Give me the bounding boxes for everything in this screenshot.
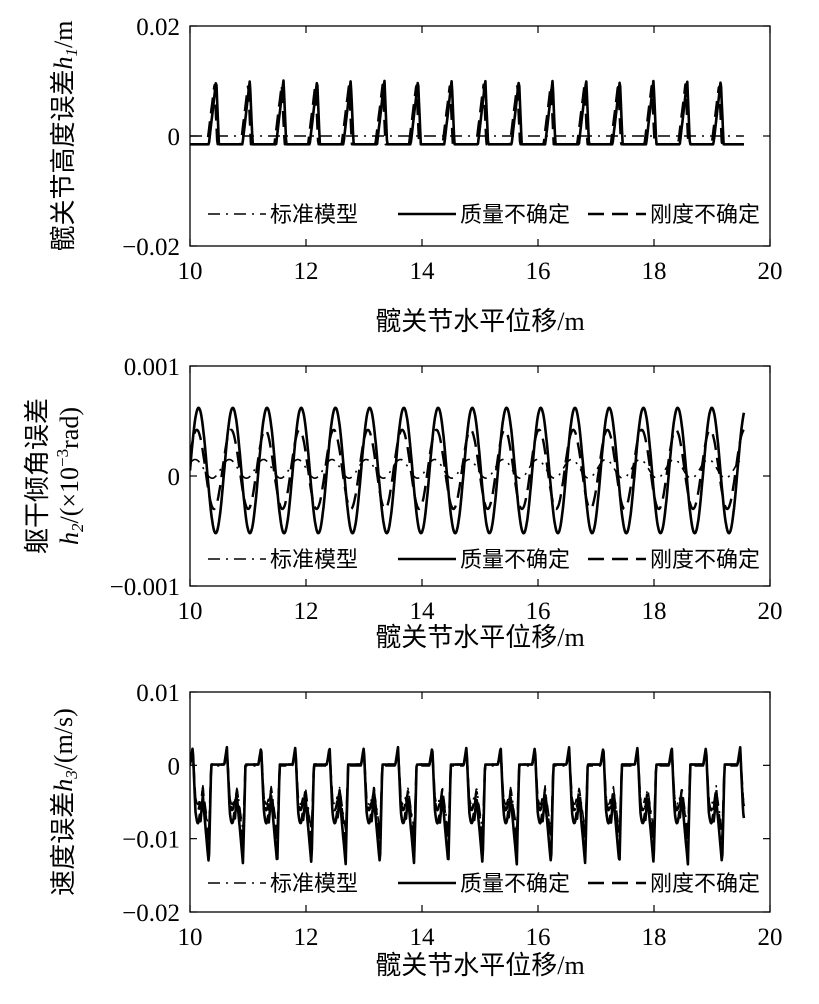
legend: 标准模型 质量不确定 刚度不确定: [208, 871, 760, 896]
y-axis-label: 髋关节高度误差h1/m: [49, 21, 81, 252]
legend-label-2: 质量不确定: [460, 547, 570, 572]
x-tick-label: 16: [526, 924, 551, 951]
series-line-3: [190, 749, 746, 844]
y-axis-subscript: 1: [62, 48, 81, 57]
legend-label-3: 刚度不确定: [650, 202, 760, 227]
x-tick-label: 18: [642, 598, 667, 625]
chart-panel-3: 10 12 14 16 18 20 −0.02 −0.01 0 0.01 髋关节水平位移/m 速度误差…: [49, 680, 783, 980]
y-tick-label: −0.02: [122, 900, 180, 927]
y-tick-label: 0: [168, 124, 181, 151]
x-tick-label: 10: [178, 598, 203, 625]
y-axis-superscript: −3: [53, 449, 72, 467]
x-tick-label: 14: [410, 258, 436, 285]
y-tick-label: 0: [168, 753, 181, 780]
x-tick-label: 12: [294, 258, 319, 285]
series-group: [190, 745, 746, 866]
x-tick-label: 20: [758, 258, 783, 285]
y-tick-label: 0.02: [136, 14, 180, 41]
series-group: [190, 406, 746, 535]
x-axis-label: 髋关节水平位移/m: [375, 623, 584, 652]
y-tick-label: −0.001: [110, 574, 180, 601]
y-axis-unit: /m: [49, 21, 78, 48]
y-axis-label: 躯干倾角误差: [23, 398, 52, 554]
y-tick-label: 0.01: [136, 680, 180, 707]
y-axis-subscript: 3: [62, 770, 81, 780]
legend-label-3: 刚度不确定: [650, 547, 760, 572]
x-tick-label: 14: [410, 924, 436, 951]
x-tick-label: 10: [178, 258, 203, 285]
x-tick-label: 10: [178, 924, 203, 951]
y-axis-unit-tail: rad): [55, 407, 84, 449]
y-tick-label: −0.02: [122, 234, 180, 261]
y-axis-unit: /(×10: [55, 467, 84, 524]
y-axis-symbol: h: [49, 779, 78, 792]
y-axis-label-main: 速度误差: [49, 792, 78, 896]
y-axis-unit: /(m/s): [49, 708, 78, 770]
x-axis-label: 髋关节水平位移/m: [375, 951, 584, 980]
y-axis-symbol: h: [55, 532, 84, 545]
series-group: [190, 79, 745, 146]
chart-panel-1: 10 12 14 16 18 20 −0.02 0 0.02 髋关节水平位移/m 髋关节高度误差h1…: [49, 14, 783, 336]
legend: 标准模型 质量不确定 刚度不确定: [208, 547, 760, 572]
x-tick-label: 16: [526, 258, 551, 285]
legend-label-3: 刚度不确定: [650, 871, 760, 896]
x-axis-label: 髋关节水平位移/m: [375, 307, 584, 336]
legend: 标准模型 质量不确定 刚度不确定: [208, 202, 760, 227]
y-tick-label: −0.01: [122, 827, 180, 854]
legend-label-2: 质量不确定: [460, 202, 570, 227]
legend-label-1: 标准模型: [270, 871, 358, 896]
plot-frame: [189, 691, 771, 913]
x-tick-label: 18: [642, 924, 667, 951]
y-tick-label: 0.001: [124, 354, 180, 381]
y-axis-symbol: h: [49, 56, 78, 69]
series-line-1: [190, 753, 745, 833]
y-axis-label: 速度误差h3/(m/s): [49, 708, 81, 896]
series-line-2: [190, 79, 745, 146]
legend-label-1: 标准模型: [270, 202, 358, 227]
y-axis-label-main: 髋关节高度误差: [49, 69, 78, 251]
y-axis-label-line2: h2/(×10−3rad): [53, 407, 87, 545]
legend-label-1: 标准模型: [270, 547, 358, 572]
series-line-3: [190, 83, 745, 146]
x-tick-label: 12: [294, 598, 319, 625]
x-tick-label: 14: [410, 598, 436, 625]
series-line-3: [190, 428, 745, 511]
y-axis-subscript: 2: [68, 523, 87, 532]
x-tick-label: 20: [758, 924, 783, 951]
x-tick-label: 20: [758, 598, 783, 625]
y-tick-label: 0: [168, 464, 181, 491]
legend-label-2: 质量不确定: [460, 871, 570, 896]
x-tick-label: 16: [526, 598, 551, 625]
chart-panel-2: 10 12 14 16 18 20 −0.001 0 0.001 髋关节水平位移/m 躯干倾角误差 h…: [23, 354, 783, 652]
x-tick-label: 18: [642, 258, 667, 285]
x-tick-label: 12: [294, 924, 319, 951]
